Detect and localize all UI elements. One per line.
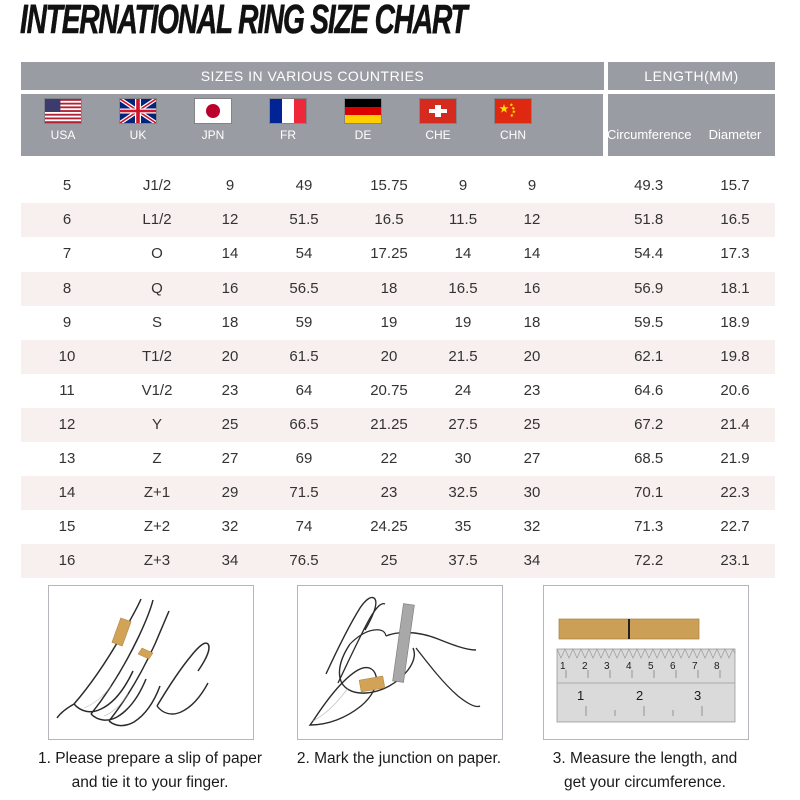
svg-text:4: 4 — [626, 661, 632, 672]
svg-text:7: 7 — [692, 661, 698, 672]
svg-text:6: 6 — [670, 661, 676, 672]
svg-text:3: 3 — [694, 688, 701, 703]
svg-text:2: 2 — [636, 688, 643, 703]
svg-text:1: 1 — [560, 661, 566, 672]
svg-text:1: 1 — [577, 688, 584, 703]
svg-text:2: 2 — [582, 661, 588, 672]
svg-text:8: 8 — [714, 661, 720, 672]
svg-text:5: 5 — [648, 661, 654, 672]
svg-text:3: 3 — [604, 661, 610, 672]
